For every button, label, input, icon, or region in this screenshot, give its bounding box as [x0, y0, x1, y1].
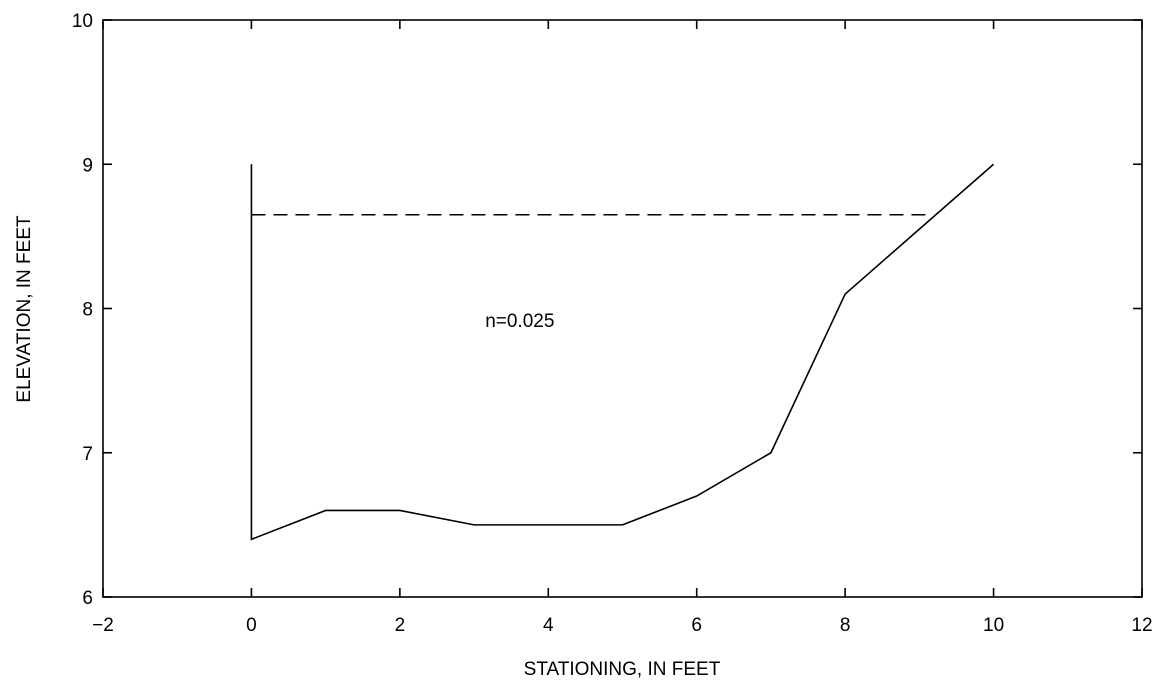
series-group: [250, 163, 995, 541]
y-tick-label: 6: [82, 588, 93, 609]
annotations: n=0.025: [485, 311, 554, 332]
ticks: [102, 19, 1143, 598]
x-tick-label: 2: [395, 615, 406, 636]
y-tick-label: 10: [72, 11, 93, 32]
x-axis-title: STATIONING, IN FEET: [524, 659, 721, 680]
plot-border: [102, 19, 1143, 598]
tick-labels: −2 0 2 4 6 8 10 12 6 7 8 9 10: [72, 11, 1153, 636]
y-axis-title: ELEVATION, IN FEET: [14, 215, 35, 403]
x-tick-label: 8: [840, 615, 851, 636]
y-tick-label: 8: [82, 300, 93, 321]
x-tick-label: 6: [691, 615, 702, 636]
x-tick-label: 0: [246, 615, 257, 636]
plot-frame: [102, 19, 1143, 598]
x-tick-label: 12: [1131, 615, 1152, 636]
x-tick-label: 4: [543, 615, 554, 636]
y-tick-label: 9: [82, 155, 93, 176]
x-tick-label: −2: [92, 615, 114, 636]
x-tick-label: 10: [983, 615, 1004, 636]
annotation-text: n=0.025: [485, 311, 554, 332]
y-tick-label: 7: [82, 444, 93, 465]
channel-profile-line: [250, 163, 995, 541]
